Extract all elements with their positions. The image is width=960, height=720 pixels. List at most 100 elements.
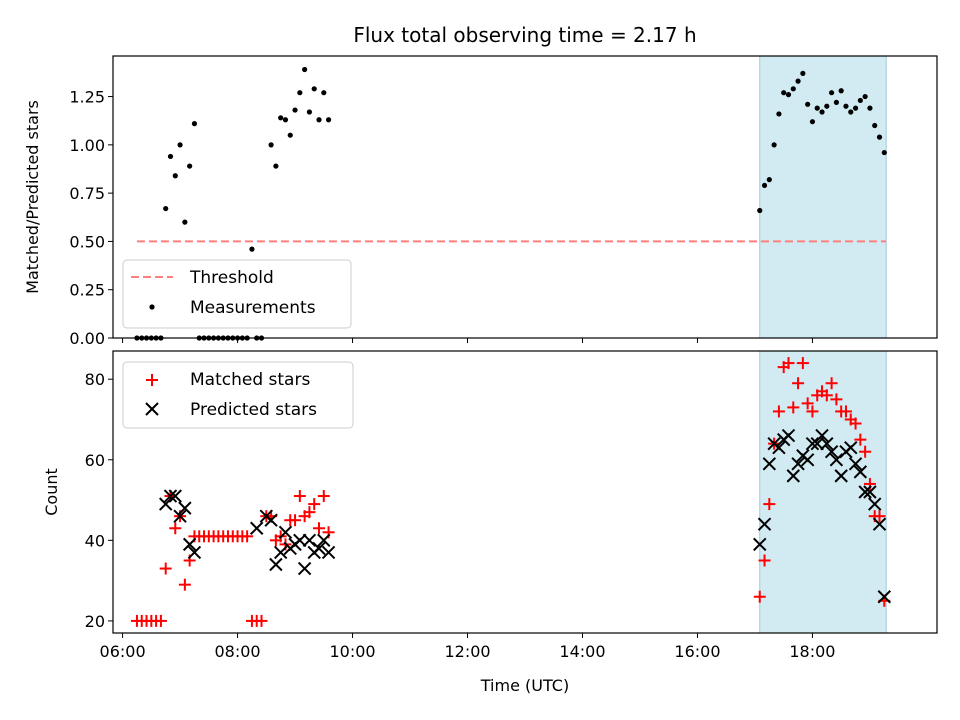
bottom-axes-frame — [112, 350, 938, 634]
x-tick-label: 10:00 — [329, 642, 375, 661]
measurement-point — [325, 117, 332, 123]
y-tick-label: 40 — [85, 531, 105, 550]
predicted-point — [872, 517, 887, 531]
measurement-point — [182, 219, 188, 225]
predicted-point — [800, 453, 815, 467]
matched-point — [763, 498, 776, 511]
bottom-panel: 20 40 60 80 06:00 08:00 10:00 12:00 14:00 16:00 1… — [42, 350, 938, 695]
predicted-point — [786, 469, 800, 483]
y-tick-label: 0.50 — [69, 232, 105, 251]
predicted-point — [168, 489, 182, 503]
matched-point — [849, 417, 862, 430]
measurement-point — [843, 103, 849, 109]
matched-legend-swatch — [146, 374, 158, 386]
predicted-point — [820, 436, 834, 451]
measurement-point — [167, 153, 174, 160]
bottom-y-axis-label: Count — [42, 468, 61, 516]
matched-point — [154, 614, 167, 627]
x-tick-label: 12:00 — [444, 642, 490, 661]
y-tick-label: 1.25 — [69, 88, 105, 107]
predicted-point — [781, 428, 796, 443]
measurement-point — [867, 105, 873, 111]
predicted-point — [753, 537, 767, 552]
measurement-point — [172, 173, 178, 179]
predicted-point — [302, 533, 317, 548]
matched-point — [859, 445, 872, 458]
top-panel: 0.00 0.25 0.50 0.75 1.00 1.25 Matched/Predict… — [23, 55, 938, 348]
matched-point — [308, 498, 321, 511]
matched-point — [787, 401, 800, 414]
predicted-point — [293, 533, 307, 548]
top-legend-box — [122, 259, 352, 329]
measurement-point — [268, 142, 274, 148]
bottom-x-ticks: 06:00 08:00 10:00 12:00 14:00 16:00 18:00 — [100, 633, 835, 661]
measurement-point — [781, 90, 787, 96]
measurement-point — [292, 107, 298, 113]
matched-point — [293, 490, 306, 503]
predicted-point — [757, 517, 772, 531]
measurement-point — [876, 134, 883, 140]
measurement-point — [838, 88, 844, 94]
predicted-point — [858, 485, 872, 499]
matched-legend-label: Matched stars — [190, 370, 310, 390]
top-highlight-span — [759, 55, 887, 339]
predicted-point — [829, 453, 844, 467]
matched-point — [289, 514, 302, 527]
chart-title: Flux total observing time = 2.17 h — [353, 23, 696, 47]
y-tick-label: 0.00 — [69, 329, 105, 348]
measurement-point — [187, 163, 193, 169]
predicted-point — [824, 445, 839, 459]
measurement-point — [278, 115, 284, 121]
bottom-y-ticks: 20 40 60 80 — [85, 370, 113, 631]
measurement-point — [273, 163, 279, 169]
predicted-legend-swatch — [145, 402, 159, 416]
matched-point — [830, 393, 843, 406]
predicted-point — [312, 541, 326, 556]
predicted-point — [269, 557, 283, 572]
bottom-legend: Matched stars Predicted stars — [122, 361, 354, 429]
predicted-point — [815, 428, 829, 443]
matched-point — [854, 433, 867, 446]
measurement-point — [297, 90, 303, 96]
matched-point — [806, 405, 819, 418]
matched-point — [782, 357, 795, 370]
measurement-point — [321, 90, 327, 96]
top-x-ticks — [122, 338, 813, 343]
matched-point — [820, 389, 833, 402]
matched-point — [796, 357, 809, 370]
measurement-point — [809, 119, 816, 125]
measurement-point — [852, 105, 859, 111]
measurement-point — [795, 78, 801, 84]
measurements-legend-swatch — [149, 304, 155, 310]
predicted-point — [182, 537, 197, 552]
predicted-point — [810, 436, 824, 451]
predicted-points — [158, 428, 892, 604]
x-tick-label: 16:00 — [674, 642, 720, 661]
matched-point — [753, 590, 766, 603]
predicted-point — [853, 465, 868, 479]
matched-point — [839, 405, 852, 418]
matched-point — [801, 397, 814, 410]
matched-point — [169, 522, 182, 535]
predicted-point — [163, 489, 178, 503]
measurement-point — [757, 207, 763, 214]
measurement-point — [819, 109, 825, 115]
matched-point — [241, 530, 254, 543]
measurement-point — [790, 86, 796, 92]
measurement-points — [134, 66, 887, 341]
matched-point — [772, 405, 785, 418]
y-tick-label: 80 — [85, 370, 105, 389]
predicted-point — [863, 485, 877, 499]
measurement-point — [766, 177, 772, 183]
matched-point — [792, 377, 805, 390]
measurement-point — [177, 142, 183, 148]
measurement-point — [800, 70, 806, 76]
measurement-point — [824, 103, 830, 109]
measurement-point — [785, 92, 792, 98]
matched-point — [313, 522, 325, 535]
top-y-ticks: 0.00 0.25 0.50 0.75 1.00 1.25 — [69, 88, 113, 348]
y-tick-label: 20 — [85, 612, 105, 631]
matched-point — [303, 506, 316, 519]
measurement-point — [306, 109, 313, 115]
matched-point — [873, 510, 886, 523]
